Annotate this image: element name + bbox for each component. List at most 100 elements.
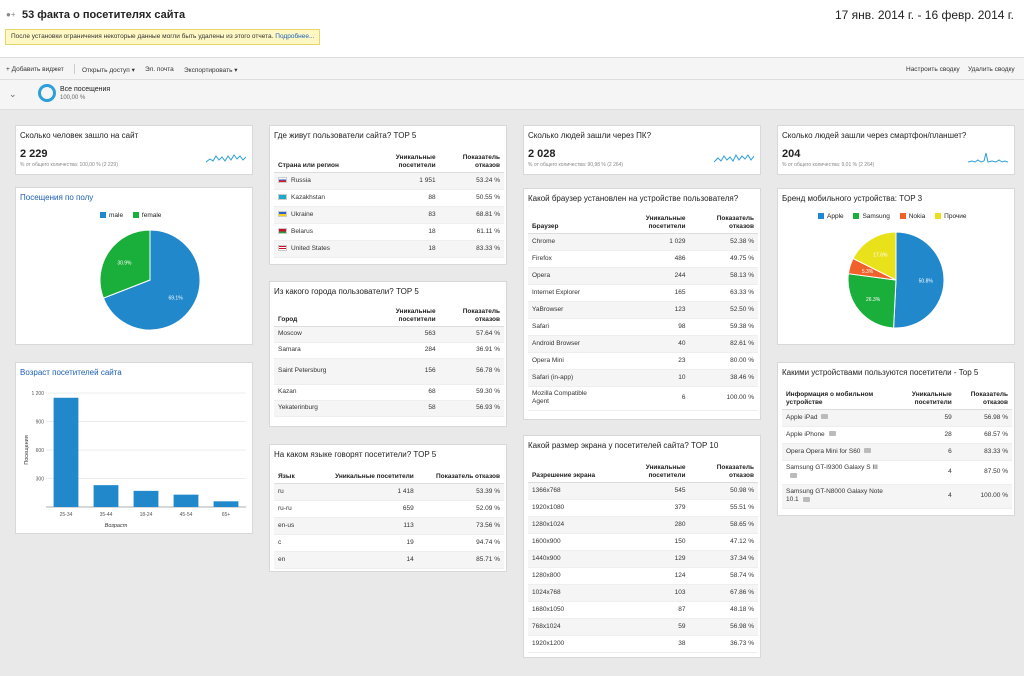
age-bar-chart: 1 200 900 600 300 25-34 35-44 18-24 45-54 65+ Воз…	[24, 391, 246, 529]
table-cell[interactable]: Android Browser	[528, 335, 608, 353]
col-header: Уникальные посетители	[364, 148, 440, 173]
pie-slice[interactable]	[102, 229, 201, 331]
camera-icon[interactable]	[790, 472, 797, 478]
customize-dashboard-button[interactable]: Настроить сводку	[906, 66, 960, 73]
device-name[interactable]: Samsung GT-N8000 Galaxy Note 10.1	[786, 488, 883, 503]
segment-circle-icon[interactable]	[38, 84, 56, 102]
table-cell: 14	[314, 551, 418, 569]
widget-title: Сколько людей зашли через ПК?	[528, 131, 652, 140]
legend-item-apple: Apple	[818, 213, 844, 220]
table-cell[interactable]: 1920x1080	[528, 499, 608, 517]
legend-label: female	[141, 212, 162, 219]
table-cell[interactable]: Safari	[528, 318, 608, 336]
pie-slice[interactable]	[99, 229, 151, 299]
table-cell[interactable]: 1920x1200	[528, 635, 608, 653]
table-cell[interactable]: Safari (in-app)	[528, 369, 608, 387]
table-cell: 87	[608, 601, 690, 619]
table-cell[interactable]: Samara	[274, 342, 364, 359]
pie-slice[interactable]	[893, 231, 945, 329]
bar[interactable]	[53, 397, 79, 507]
share-button[interactable]: Открыть доступ ▾	[82, 67, 135, 74]
table-cell[interactable]: Opera Mini	[528, 352, 608, 370]
segment-name[interactable]: Все посещения	[60, 86, 111, 93]
device-name[interactable]: Samsung GT-I9300 Galaxy S III	[786, 464, 878, 471]
legend-swatch	[935, 213, 942, 220]
table-cell: 58.13 %	[689, 267, 758, 285]
country-name[interactable]: Kazakhstan	[291, 193, 325, 201]
chevron-down-icon[interactable]: ⌄	[9, 89, 17, 99]
table-cell[interactable]: Internet Explorer	[528, 284, 608, 302]
cities-table: Город Уникальные посетители Показатель отк…	[274, 304, 504, 417]
add-widget-button[interactable]: + Добавить виджет	[6, 66, 64, 73]
table-cell: 284	[364, 342, 440, 359]
table-cell: 56.93 %	[439, 400, 504, 417]
bar[interactable]	[133, 490, 159, 507]
table-cell: 280	[608, 516, 690, 534]
table-cell[interactable]: 1280x800	[528, 567, 608, 585]
flag-icon	[278, 227, 287, 234]
table-cell[interactable]: Kazan	[274, 384, 364, 401]
table-cell[interactable]: Mozilla Compatible Agent	[528, 386, 608, 411]
table-cell[interactable]: en-us	[274, 517, 314, 535]
table-cell: 19	[314, 534, 418, 552]
table-cell[interactable]: 1024x768	[528, 584, 608, 602]
device-name[interactable]: Apple iPhone	[786, 430, 825, 438]
export-button[interactable]: Экспортировать ▾	[184, 67, 238, 74]
bar[interactable]	[173, 494, 199, 507]
bar[interactable]	[213, 501, 239, 507]
table-cell: Opera Opera Mini for S60	[782, 443, 892, 461]
browsers-widget: Какой браузер установлен на устройстве п…	[523, 188, 761, 420]
device-name[interactable]: Opera Opera Mini for S60	[786, 447, 861, 455]
widget-title: На каком языке говорят посетители? TOP 5	[274, 450, 437, 459]
table-cell[interactable]: 1366x768	[528, 482, 608, 500]
date-range-picker[interactable]: 17 янв. 2014 г. - 16 февр. 2014 г.	[834, 8, 1014, 22]
table-cell[interactable]: Opera	[528, 267, 608, 285]
metric-value: 204	[782, 148, 801, 160]
y-axis-label: Посещения	[24, 435, 30, 464]
legend-swatch	[899, 213, 906, 220]
table-cell[interactable]: Moscow	[274, 326, 364, 343]
table-cell: 38	[608, 635, 690, 653]
flag-icon	[278, 193, 287, 200]
pie-slice[interactable]	[847, 273, 897, 329]
table-cell[interactable]: Firefox	[528, 250, 608, 268]
country-name[interactable]: Russia	[291, 176, 311, 184]
slice-label: 17.6%	[873, 253, 888, 259]
table-cell: 59.38 %	[689, 318, 758, 336]
col-header: Информация о мобильном устройстве	[782, 385, 892, 410]
table-cell: Kazakhstan	[274, 189, 364, 207]
col-header: Уникальные посетители	[608, 211, 690, 234]
screens-table: Разрешение экрана Уникальные посетители По…	[528, 458, 758, 653]
table-cell: 49.75 %	[689, 250, 758, 268]
table-cell[interactable]: 1600x900	[528, 533, 608, 551]
metric-note: % от общего количества: 9,01 % (2 264)	[782, 162, 875, 168]
pie-slice[interactable]	[852, 231, 897, 281]
table-cell[interactable]: c	[274, 534, 314, 552]
table-cell: United States	[274, 240, 364, 258]
table-cell[interactable]: 768x1024	[528, 618, 608, 636]
delete-dashboard-button[interactable]: Удалить сводку	[968, 66, 1015, 73]
table-cell[interactable]: en	[274, 551, 314, 569]
table-cell[interactable]: Chrome	[528, 233, 608, 251]
notice-more-link[interactable]: Подробнее...	[275, 33, 315, 40]
bar[interactable]	[93, 485, 119, 507]
camera-icon[interactable]	[802, 496, 810, 502]
camera-icon[interactable]	[828, 431, 836, 437]
table-cell[interactable]: 1280x1024	[528, 516, 608, 534]
table-cell: 6	[892, 443, 956, 461]
country-name[interactable]: Belarus	[291, 227, 314, 235]
table-cell[interactable]: Yekaterinburg	[274, 400, 364, 417]
table-cell[interactable]: ru	[274, 483, 314, 501]
table-cell[interactable]: YaBrowser	[528, 301, 608, 319]
table-cell[interactable]: ru-ru	[274, 500, 314, 518]
table-cell[interactable]: 1440x900	[528, 550, 608, 568]
email-button[interactable]: Эл. почта	[145, 66, 174, 73]
country-name[interactable]: Ukraine	[291, 210, 314, 218]
camera-icon[interactable]	[821, 414, 829, 420]
camera-icon[interactable]	[864, 448, 872, 454]
table-cell: 165	[608, 284, 690, 302]
table-cell[interactable]: Saint Petersburg	[274, 358, 364, 385]
country-name[interactable]: United States	[291, 244, 331, 252]
table-cell[interactable]: 1680x1050	[528, 601, 608, 619]
device-name[interactable]: Apple iPad	[786, 413, 818, 421]
